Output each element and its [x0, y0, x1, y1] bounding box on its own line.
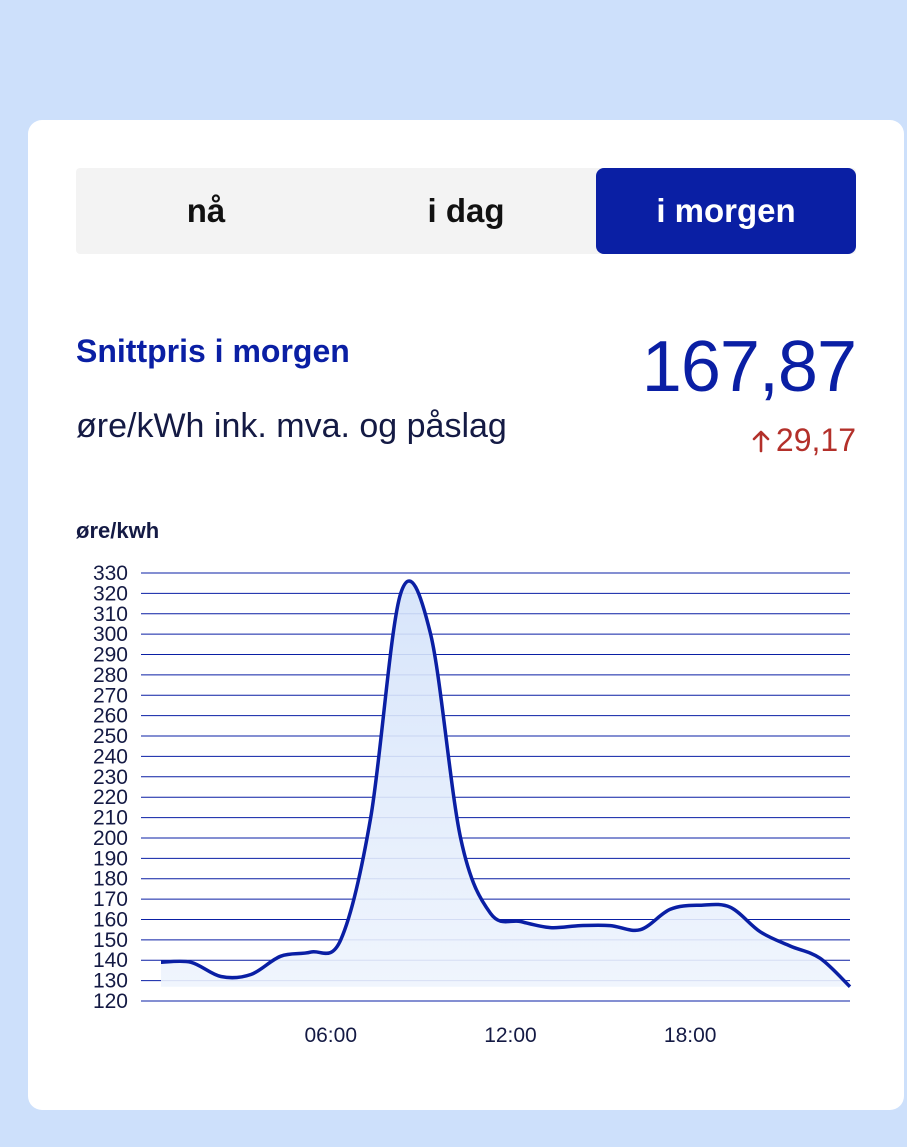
- y-tick-label: 120: [93, 990, 128, 1013]
- price-card: nå i dag i morgen Snittpris i morgen øre…: [28, 120, 904, 1110]
- y-tick-label: 230: [93, 766, 128, 789]
- y-tick-label: 280: [93, 664, 128, 687]
- y-tick-label: 220: [93, 786, 128, 809]
- y-tick-label: 190: [93, 847, 128, 870]
- x-tick-label: 12:00: [484, 1024, 537, 1047]
- arrow-up-icon: [752, 430, 770, 452]
- y-tick-label: 320: [93, 582, 128, 605]
- y-tick-label: 170: [93, 888, 128, 911]
- y-tick-label: 160: [93, 908, 128, 931]
- tab-now[interactable]: nå: [186, 192, 226, 229]
- y-tick-label: 270: [93, 684, 128, 707]
- tab-today[interactable]: i dag: [427, 192, 505, 229]
- tab-tomorrow[interactable]: i morgen: [596, 168, 856, 254]
- y-tick-label: 240: [93, 745, 128, 768]
- price-change: 29,17: [752, 422, 856, 459]
- y-tick-label: 200: [93, 827, 128, 850]
- price-area: [161, 580, 850, 987]
- price-chart: 1201301401501601701801902002102202302402…: [93, 562, 852, 1047]
- average-price-unit: øre/kWh ink. mva. og påslag: [76, 407, 507, 445]
- y-tick-label: 300: [93, 623, 128, 646]
- y-tick-label: 140: [93, 949, 128, 972]
- y-tick-label: 310: [93, 603, 128, 626]
- y-tick-label: 290: [93, 644, 128, 667]
- y-tick-label: 330: [93, 562, 128, 585]
- average-price-title: Snittpris i morgen: [76, 333, 350, 369]
- y-tick-label: 260: [93, 705, 128, 728]
- price-change-value: 29,17: [775, 422, 856, 458]
- period-tabs: nå i dag i morgen: [76, 168, 856, 254]
- y-tick-label: 150: [93, 929, 128, 952]
- y-tick-label: 130: [93, 970, 128, 993]
- y-tick-label: 180: [93, 868, 128, 891]
- y-tick-label: 210: [93, 807, 128, 830]
- y-tick-label: 250: [93, 725, 128, 748]
- x-tick-label: 06:00: [304, 1024, 357, 1047]
- chart-y-axis-label: øre/kwh: [76, 518, 160, 543]
- x-tick-label: 18:00: [664, 1024, 717, 1047]
- average-price-value: 167,87: [641, 327, 857, 407]
- price-line: [160, 579, 852, 988]
